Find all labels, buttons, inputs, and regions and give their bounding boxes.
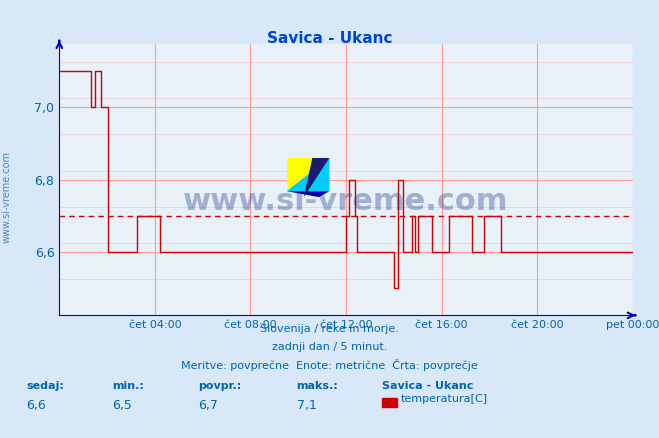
Text: Slovenija / reke in morje.: Slovenija / reke in morje. <box>260 324 399 334</box>
Polygon shape <box>287 191 330 197</box>
Text: sedaj:: sedaj: <box>26 381 64 391</box>
Text: temperatura[C]: temperatura[C] <box>401 395 488 404</box>
Text: 6,5: 6,5 <box>112 399 132 412</box>
Text: povpr.:: povpr.: <box>198 381 241 391</box>
Polygon shape <box>287 158 330 191</box>
Text: 7,1: 7,1 <box>297 399 316 412</box>
Text: zadnji dan / 5 minut.: zadnji dan / 5 minut. <box>272 342 387 352</box>
Text: www.si-vreme.com: www.si-vreme.com <box>183 187 509 216</box>
Text: Savica - Ukanc: Savica - Ukanc <box>267 31 392 46</box>
Text: Meritve: povprečne  Enote: metrične  Črta: povprečje: Meritve: povprečne Enote: metrične Črta:… <box>181 359 478 371</box>
Polygon shape <box>304 158 330 197</box>
Text: 6,6: 6,6 <box>26 399 46 412</box>
Text: www.si-vreme.com: www.si-vreme.com <box>1 151 12 243</box>
Polygon shape <box>287 158 330 191</box>
Text: 6,7: 6,7 <box>198 399 217 412</box>
Text: maks.:: maks.: <box>297 381 338 391</box>
Text: min.:: min.: <box>112 381 144 391</box>
Text: Savica - Ukanc: Savica - Ukanc <box>382 381 474 391</box>
